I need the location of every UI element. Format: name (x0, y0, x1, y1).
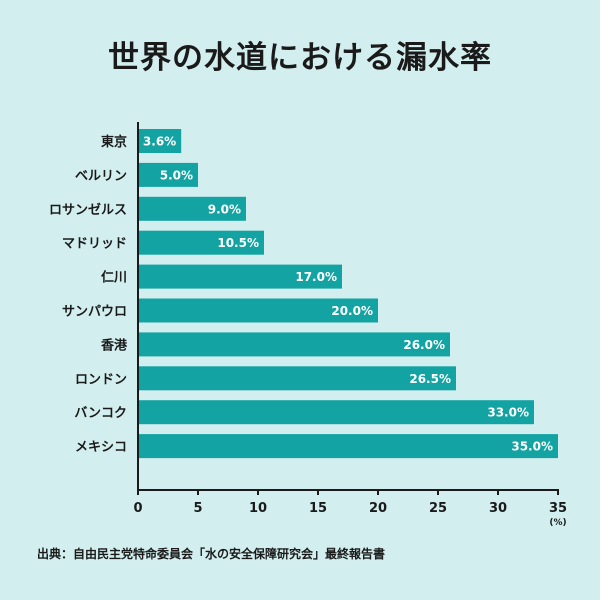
data-label: 33.0% (487, 406, 529, 420)
x-tick-label: 10 (249, 501, 267, 516)
bar (138, 366, 456, 391)
category-label: 香港 (100, 337, 128, 353)
x-tick-label: 15 (309, 501, 327, 516)
data-label: 20.0% (331, 304, 373, 318)
data-label: 5.0% (160, 168, 193, 182)
category-label: ベルリン (75, 169, 127, 184)
category-label: メキシコ (75, 440, 127, 455)
data-label: 17.0% (295, 270, 337, 284)
bar (138, 298, 378, 323)
bar (138, 196, 246, 221)
x-tick-label: 25 (429, 501, 447, 516)
source-note: 出典：自由民主党特命委員会「水の安全保障研究会」最終報告書 (37, 547, 386, 561)
data-label: 9.0% (208, 202, 241, 216)
data-label: 26.5% (409, 372, 451, 386)
x-axis-unit: (%) (549, 518, 566, 528)
bar (138, 230, 264, 255)
x-tick-label: 5 (193, 501, 202, 516)
x-tick-label: 35 (549, 501, 567, 516)
x-tick-label: 0 (133, 501, 142, 516)
data-label: 35.0% (511, 440, 553, 454)
x-tick-label: 20 (369, 501, 387, 516)
data-label: 26.0% (403, 338, 445, 352)
category-label: 東京 (101, 134, 127, 150)
bar (138, 162, 198, 187)
bar (138, 332, 450, 357)
category-label: ロサンゼルス (49, 202, 127, 218)
bar (138, 129, 182, 153)
category-label: バンコク (74, 406, 127, 421)
category-label: マドリッド (62, 237, 127, 252)
category-label: ロンドン (75, 372, 127, 387)
chart-title: 世界の水道における漏水率 (108, 40, 492, 76)
category-label: サンパウロ (62, 305, 127, 320)
x-tick-label: 30 (489, 501, 507, 516)
bar (138, 400, 534, 425)
bar (138, 434, 558, 459)
data-label: 10.5% (217, 236, 259, 250)
bar (138, 264, 342, 289)
data-label: 3.6% (143, 135, 176, 149)
category-label: 仁川 (101, 270, 127, 286)
